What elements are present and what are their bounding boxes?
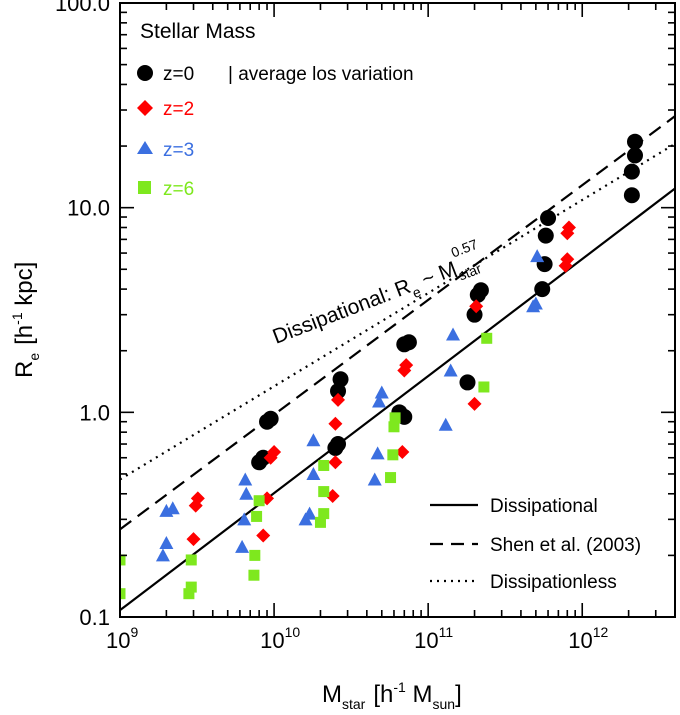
legend-marker-z6 xyxy=(138,181,151,194)
point-z2 xyxy=(256,528,271,543)
los-note: | average los variation xyxy=(228,64,414,85)
point-z3 xyxy=(446,327,461,341)
point-z0 xyxy=(623,163,640,180)
point-z2 xyxy=(328,455,343,470)
line-solid xyxy=(120,187,675,612)
point-z3 xyxy=(237,512,252,526)
line-dashed xyxy=(120,115,675,531)
point-z3 xyxy=(306,433,321,447)
legend-label-shen: Shen et al. (2003) xyxy=(490,535,641,556)
chart-title: Stellar Mass xyxy=(140,20,256,43)
point-z3 xyxy=(443,363,458,377)
point-z3 xyxy=(372,394,387,408)
point-z3 xyxy=(367,472,382,486)
x-tick-label: 109 xyxy=(106,624,138,653)
point-z0 xyxy=(255,449,272,466)
legend-label-z2: z=2 xyxy=(163,99,194,120)
plot-frame xyxy=(119,2,676,618)
point-z0 xyxy=(400,334,417,351)
y-tick-label: 1.0 xyxy=(79,400,110,425)
point-z3 xyxy=(530,249,545,263)
x-tick-label: 1011 xyxy=(414,624,453,653)
y-tick-label: 100.0 xyxy=(55,0,110,16)
tick-labels: 109 1010 1011 1012 0.1 1.0 10.0 100.0 xyxy=(55,0,609,653)
point-z0 xyxy=(537,227,554,244)
point-z0 xyxy=(626,147,643,164)
point-z6 xyxy=(120,588,126,600)
point-z2 xyxy=(469,299,484,314)
point-z6 xyxy=(318,508,330,520)
point-z6 xyxy=(385,472,397,484)
point-z0 xyxy=(472,282,489,299)
legend-label-dissipationless: Dissipationless xyxy=(490,572,617,593)
point-z6 xyxy=(318,486,330,498)
point-z0 xyxy=(534,281,551,298)
point-z6 xyxy=(389,412,401,424)
point-z2 xyxy=(399,358,414,373)
fit-lines xyxy=(120,115,675,612)
legend-marker-z0 xyxy=(137,65,153,81)
x-axis-title: Mstar [h-1 Msun] xyxy=(322,679,462,712)
legend-label-dissipational: Dissipational xyxy=(490,496,598,517)
legend-label-z6: z=6 xyxy=(163,179,194,200)
y-tick-label: 0.1 xyxy=(79,605,110,630)
point-z6 xyxy=(249,549,261,561)
point-z6 xyxy=(185,554,197,566)
line-legend: Dissipational Shen et al. (2003) Dissipa… xyxy=(430,496,641,593)
point-z2 xyxy=(190,491,205,506)
x-tick-label: 1010 xyxy=(260,624,300,653)
point-z3 xyxy=(302,506,317,520)
point-z0 xyxy=(626,133,643,150)
line-dotted xyxy=(120,142,675,481)
y-tick-label: 10.0 xyxy=(67,196,110,221)
point-z2 xyxy=(395,445,410,460)
y-axis-title: Re[h-1 kpc] xyxy=(9,262,42,378)
point-z2 xyxy=(328,416,343,431)
point-z6 xyxy=(387,449,399,461)
point-z6 xyxy=(185,581,197,593)
point-z3 xyxy=(239,486,254,500)
point-z6 xyxy=(481,332,493,344)
point-z2 xyxy=(560,252,575,267)
point-z6 xyxy=(478,381,490,393)
point-z3 xyxy=(155,548,170,562)
point-z3 xyxy=(374,385,389,399)
point-z6 xyxy=(253,495,265,507)
point-z2 xyxy=(561,220,576,235)
point-z2 xyxy=(331,392,346,407)
point-z3 xyxy=(438,417,453,431)
point-z3 xyxy=(165,501,180,515)
point-z3 xyxy=(235,539,250,553)
axis-ticks xyxy=(119,2,676,618)
scatter-points xyxy=(120,133,643,600)
point-z6 xyxy=(248,569,260,581)
point-z2 xyxy=(267,445,282,460)
point-z6 xyxy=(318,459,330,471)
point-z0 xyxy=(459,374,476,391)
point-z3 xyxy=(159,535,174,549)
point-z6 xyxy=(120,554,126,566)
legend-label-z3: z=3 xyxy=(163,140,194,161)
point-z3 xyxy=(528,296,543,310)
point-z0 xyxy=(540,210,557,227)
point-z0 xyxy=(623,187,640,204)
point-z3 xyxy=(238,472,253,486)
point-z0 xyxy=(330,436,347,453)
legend-marker-z3 xyxy=(137,141,153,154)
point-z2 xyxy=(467,396,482,411)
point-z0 xyxy=(262,410,279,427)
legend-label-z0: z=0 xyxy=(163,64,194,85)
point-z2 xyxy=(186,532,201,547)
legend-marker-z2 xyxy=(137,100,153,116)
point-z6 xyxy=(183,588,195,600)
point-z0 xyxy=(332,371,349,388)
x-tick-label: 1012 xyxy=(568,624,608,653)
point-z3 xyxy=(370,446,385,460)
point-z6 xyxy=(314,516,326,528)
point-z6 xyxy=(251,510,263,522)
point-z6 xyxy=(388,421,400,433)
point-z3 xyxy=(306,466,321,480)
series-legend: z=0 | average los variation z=2 z=3 z=6 xyxy=(137,64,414,200)
